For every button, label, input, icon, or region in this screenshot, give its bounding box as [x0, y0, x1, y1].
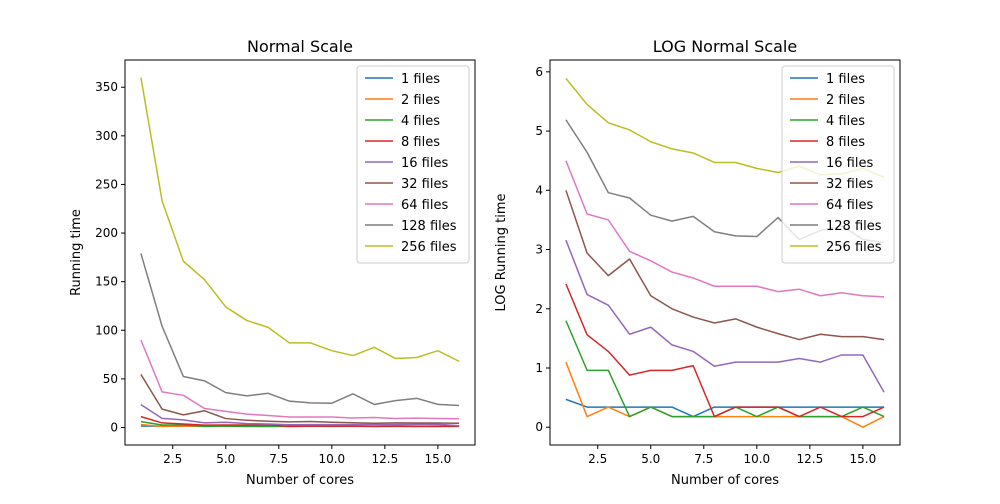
- log-legend-label: 16 files: [826, 156, 873, 171]
- log-x-tick-label: 7.5: [694, 452, 713, 466]
- normal-x-tick-label: 10.0: [318, 452, 345, 466]
- log-legend-label: 8 files: [826, 135, 865, 150]
- normal-x-tick-label: 12.5: [371, 452, 398, 466]
- normal-legend-label: 16 files: [401, 156, 448, 171]
- normal-legend-label: 8 files: [401, 135, 440, 150]
- log-legend-label: 32 files: [826, 177, 873, 192]
- log-x-tick-label: 2.5: [588, 452, 607, 466]
- normal-series-line-128-files: [141, 253, 459, 405]
- normal-y-tick-label: 100: [95, 323, 118, 337]
- normal-y-axis-label: Running time: [69, 209, 84, 296]
- log-x-axis-label: Number of cores: [671, 473, 779, 488]
- normal-legend-label: 64 files: [401, 198, 448, 213]
- normal-legend-label: 256 files: [401, 240, 457, 255]
- normal-x-tick-label: 7.5: [269, 452, 288, 466]
- normal-x-axis-label: Number of cores: [246, 473, 354, 488]
- log-y-tick-label: 4: [535, 183, 543, 197]
- log-y-tick-label: 3: [535, 243, 543, 257]
- log-series-line-8-files: [566, 284, 884, 417]
- normal-series-line-64-files: [141, 340, 459, 419]
- normal-legend-label: 2 files: [401, 93, 440, 108]
- log-x-tick-label: 12.5: [796, 452, 823, 466]
- log-y-tick-label: 2: [535, 302, 543, 316]
- log-legend-label: 64 files: [826, 198, 873, 213]
- normal-y-tick-label: 200: [95, 226, 118, 240]
- log-y-tick-label: 1: [535, 361, 543, 375]
- log-legend-label: 2 files: [826, 93, 865, 108]
- normal-x-tick-label: 15.0: [425, 452, 452, 466]
- normal-x-tick-label: 5.0: [216, 452, 235, 466]
- normal-chart-title: Normal Scale: [247, 37, 353, 56]
- log-x-tick-label: 15.0: [850, 452, 877, 466]
- normal-y-tick-label: 50: [103, 372, 118, 386]
- log-chart-title: LOG Normal Scale: [653, 37, 797, 56]
- normal-y-tick-label: 250: [95, 177, 118, 191]
- normal-x-tick-label: 2.5: [163, 452, 182, 466]
- normal-legend-label: 128 files: [401, 219, 457, 234]
- log-chart: 2.5 5.0 7.5 10.0 12.5 15.0 0 1 2 3 4 5 6 LOG Normal S…: [494, 37, 900, 488]
- normal-y-tick-label: 350: [95, 80, 118, 94]
- log-legend-label: 256 files: [826, 240, 882, 255]
- log-legend: 1 files 2 files 4 files 8 files 16 files 32 f…: [782, 66, 894, 263]
- log-series-line-2-files: [566, 362, 884, 427]
- log-x-tick-label: 10.0: [743, 452, 770, 466]
- normal-legend-label: 4 files: [401, 114, 440, 129]
- log-legend-label: 1 files: [826, 72, 865, 87]
- normal-legend-label: 1 files: [401, 72, 440, 87]
- log-legend-label: 4 files: [826, 114, 865, 129]
- log-series-line-4-files: [566, 321, 884, 417]
- normal-legend: 1 files 2 files 4 files 8 files 16 files 32 f…: [357, 66, 469, 263]
- log-y-tick-label: 0: [535, 420, 543, 434]
- normal-y-tick-label: 150: [95, 275, 118, 289]
- log-x-tick-label: 5.0: [641, 452, 660, 466]
- normal-y-tick-label: 300: [95, 129, 118, 143]
- normal-chart: 2.5 5.0 7.5 10.0 12.5 15.0 0 50 100 150 200 250 300 3…: [69, 37, 475, 488]
- log-y-tick-label: 6: [535, 65, 543, 79]
- normal-y-tick-label: 0: [110, 421, 118, 435]
- log-legend-label: 128 files: [826, 219, 882, 234]
- log-y-tick-label: 5: [535, 124, 543, 138]
- log-y-axis-label: LOG Running time: [494, 194, 509, 312]
- normal-legend-label: 32 files: [401, 177, 448, 192]
